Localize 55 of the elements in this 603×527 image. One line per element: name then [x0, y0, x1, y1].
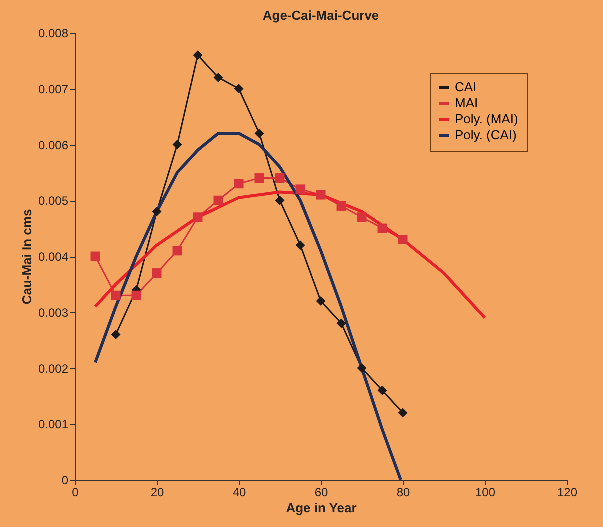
line-series	[94, 132, 402, 482]
point	[111, 330, 121, 340]
point	[398, 234, 408, 244]
point	[172, 246, 182, 256]
legend-label: Poly. (CAI)	[455, 128, 517, 142]
x-tick-label: 40	[232, 486, 246, 500]
x-axis-title: Age in Year	[286, 500, 357, 516]
point	[275, 174, 285, 184]
y-tick-label: 0.008	[38, 26, 69, 40]
chart-title: Age-Cai-Mai-Curve	[262, 8, 380, 23]
x-tick-label: 120	[557, 486, 578, 500]
point	[193, 212, 203, 222]
legend-label: Poly. (MAI)	[455, 112, 518, 126]
point	[234, 84, 244, 94]
point	[275, 196, 285, 206]
point	[111, 290, 121, 300]
point	[132, 290, 142, 300]
point	[193, 50, 203, 60]
legend-label: CAI	[455, 80, 477, 94]
point	[296, 184, 306, 194]
point	[254, 174, 264, 184]
point	[398, 408, 408, 418]
point	[172, 140, 182, 150]
point	[234, 179, 244, 189]
y-axis-title: Cau-Mai In cms	[19, 209, 34, 305]
point	[152, 207, 162, 217]
x-tick-label: 80	[396, 486, 410, 500]
point	[214, 196, 224, 206]
y-tick-label: 0.003	[38, 306, 69, 320]
x-tick-label: 0	[72, 486, 80, 500]
point	[336, 201, 346, 211]
point	[357, 212, 367, 222]
line-series	[94, 190, 486, 320]
point	[296, 240, 306, 250]
x-tick-label: 20	[150, 486, 164, 500]
point	[90, 252, 100, 262]
y-tick-label: 0.006	[38, 138, 69, 152]
point	[152, 268, 162, 278]
point	[378, 386, 388, 396]
point	[316, 190, 326, 200]
point	[357, 364, 367, 373]
point	[378, 224, 388, 234]
y-tick-label: 0.001	[38, 418, 69, 432]
y-tick-label: 0.004	[38, 250, 69, 264]
point	[336, 318, 346, 328]
y-tick-label: 0.005	[38, 194, 69, 208]
point	[214, 72, 224, 82]
x-tick-label: 60	[314, 486, 328, 500]
y-tick-label: 0.007	[38, 82, 69, 96]
y-tick-label: 0.002	[38, 362, 69, 376]
point	[254, 128, 264, 138]
y-tick-label: 0	[62, 474, 69, 488]
point	[316, 296, 326, 306]
x-tick-label: 100	[475, 486, 496, 500]
legend-label: MAI	[455, 96, 478, 110]
